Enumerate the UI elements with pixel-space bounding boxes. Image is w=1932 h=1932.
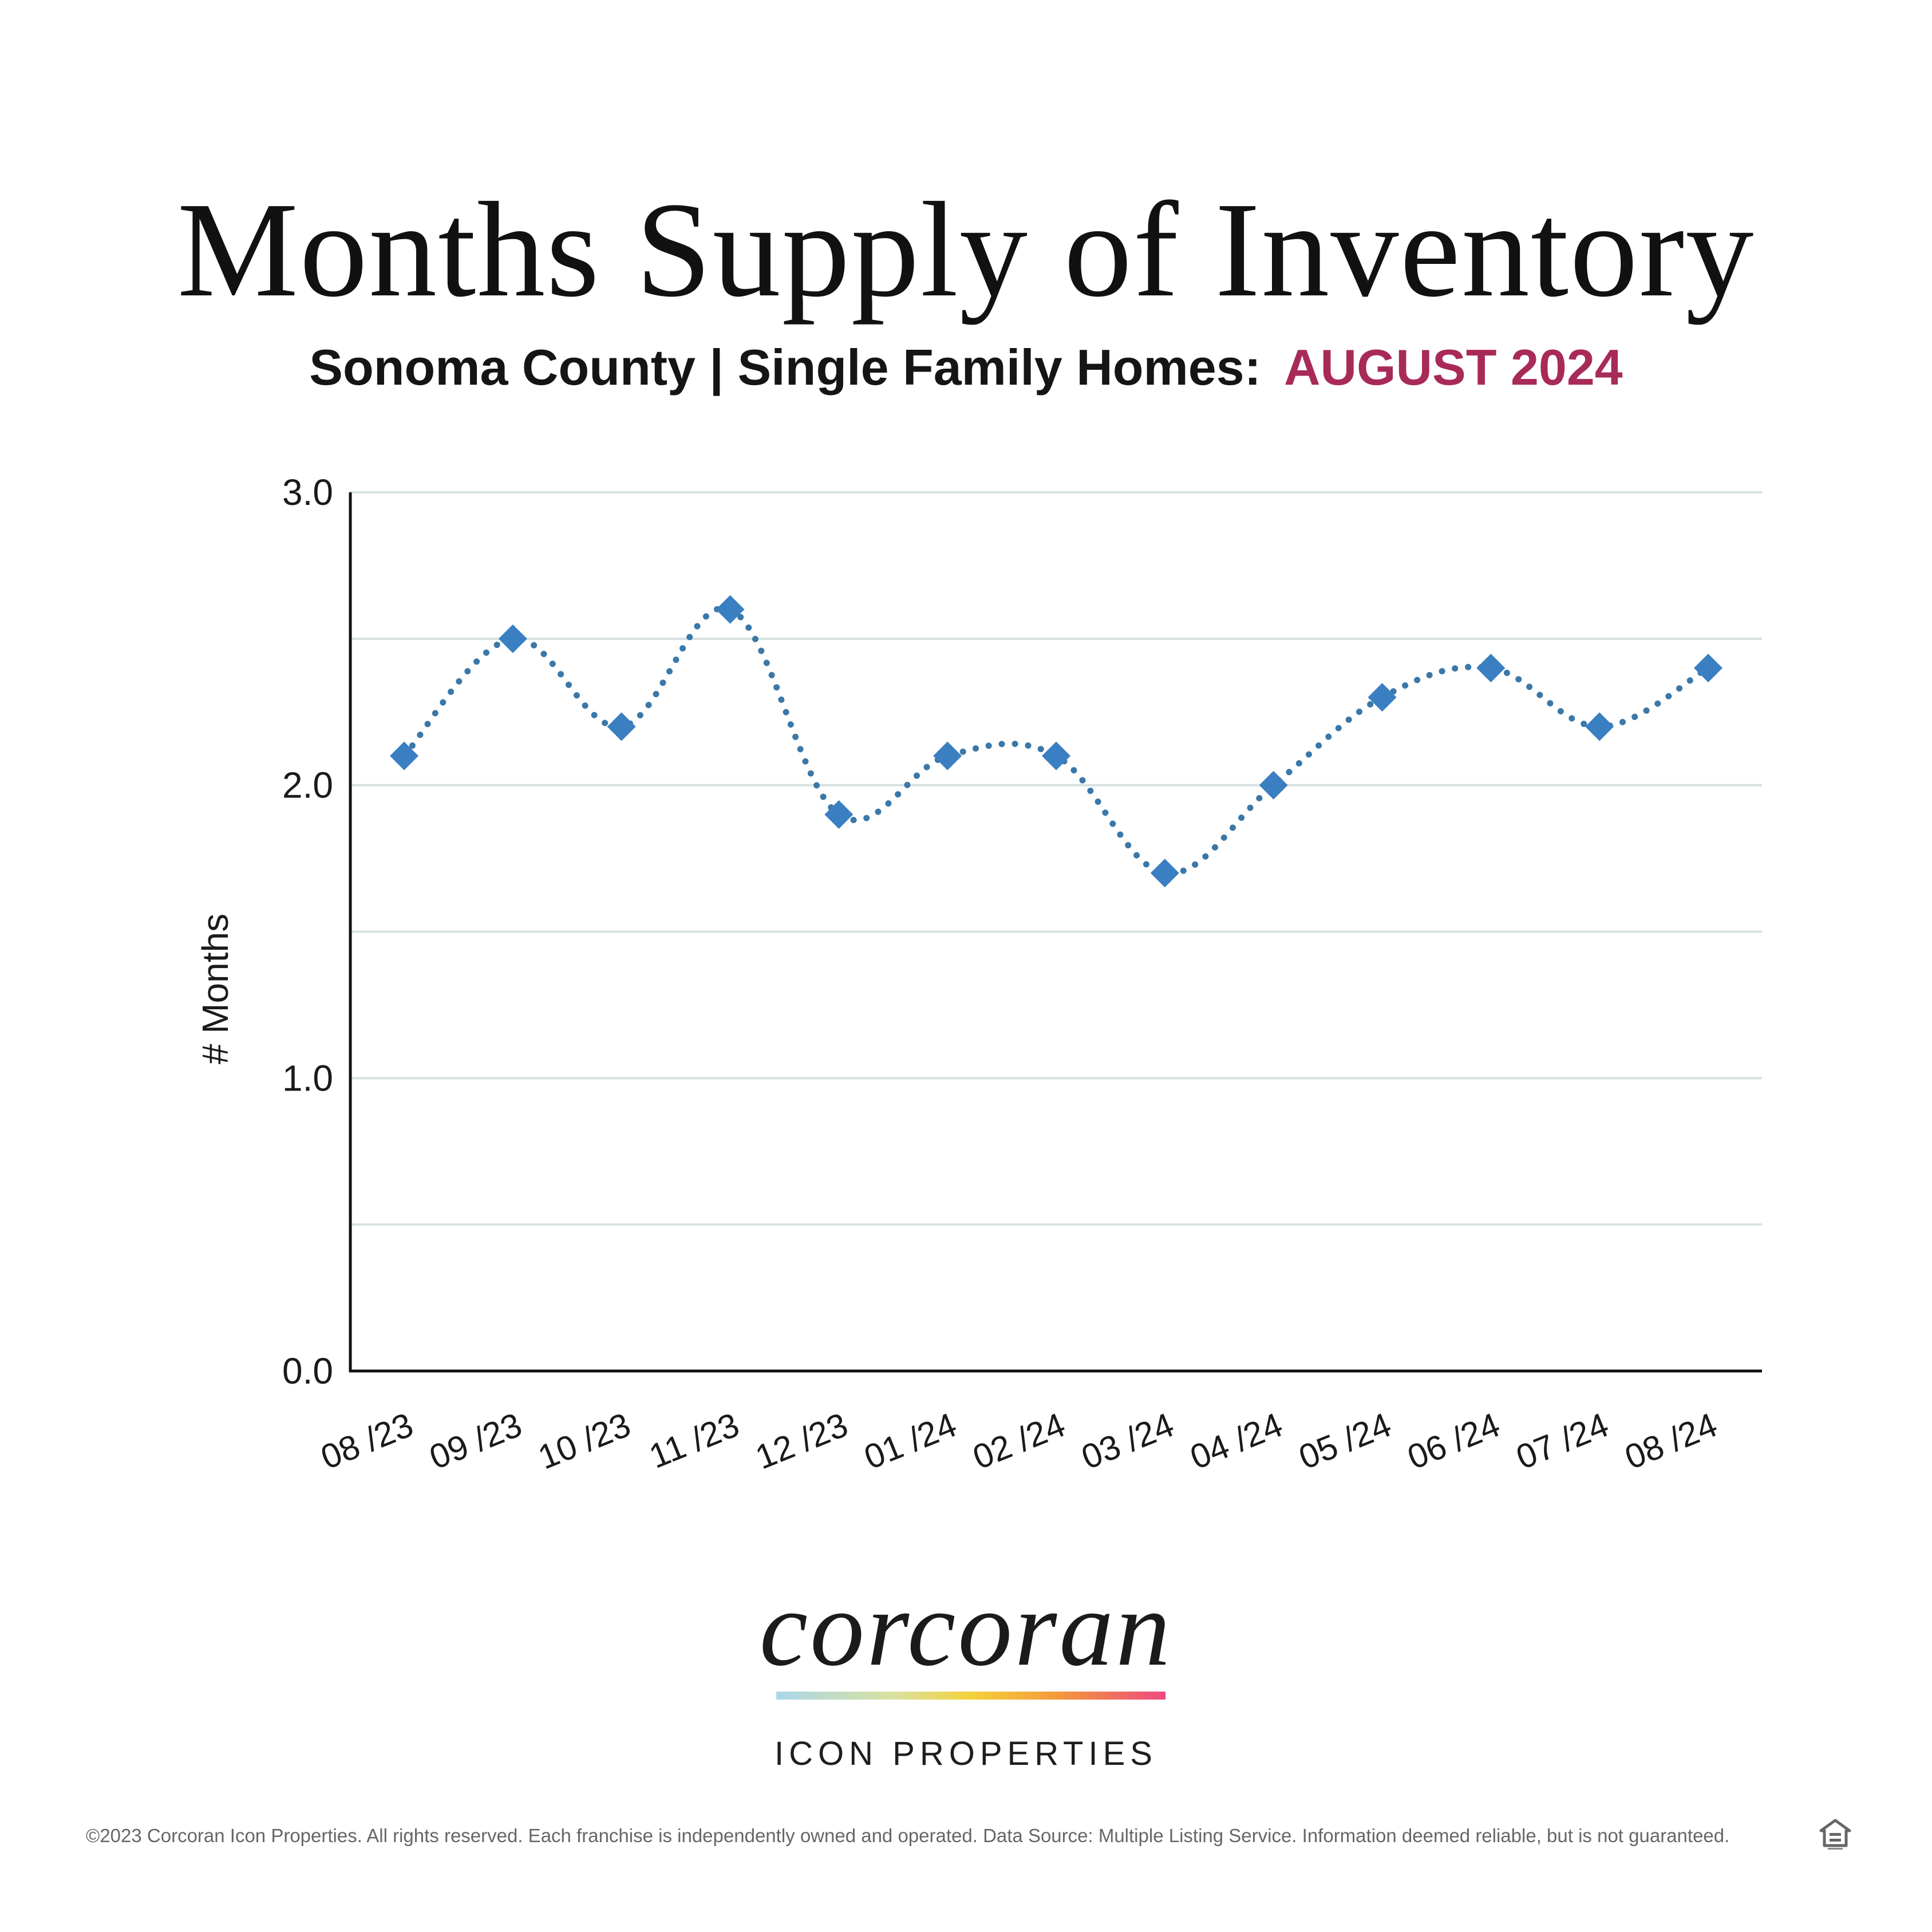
data-point — [1694, 654, 1722, 682]
x-tick-label: 08 /23 — [315, 1405, 418, 1477]
corcoran-logo: corcoran — [759, 1568, 1173, 1689]
x-tick-label: 09 /23 — [424, 1405, 527, 1477]
data-point — [933, 741, 962, 771]
chart-title: Months Supply of Inventory — [177, 175, 1755, 325]
x-tick-label: 01 /24 — [859, 1405, 962, 1477]
x-tick-label: 02 /24 — [967, 1405, 1070, 1477]
data-point — [1150, 859, 1179, 888]
x-tick-label: 11 /23 — [644, 1405, 745, 1476]
brand-subtitle: ICON PROPERTIES — [775, 1735, 1157, 1772]
series-line — [401, 605, 1712, 877]
x-tick-label: 10 /23 — [533, 1405, 636, 1477]
data-point — [498, 624, 527, 653]
y-tick-label: 2.0 — [282, 765, 333, 806]
x-tick-label: 03 /24 — [1076, 1405, 1179, 1477]
data-point — [1585, 712, 1614, 741]
x-tick-label: 08 /24 — [1619, 1405, 1722, 1477]
x-tick-label: 04 /24 — [1185, 1405, 1288, 1477]
chart-subtitle: Sonoma County | Single Family Homes: AUGU… — [0, 342, 1932, 393]
subtitle-date: AUGUST 2024 — [1283, 339, 1623, 396]
y-axis-title: # Months — [195, 914, 236, 1064]
data-markers — [390, 595, 1722, 888]
data-point — [607, 712, 636, 741]
x-tick-label: 07 /24 — [1511, 1405, 1614, 1477]
subtitle-main: Sonoma County | Single Family Homes: — [309, 339, 1261, 396]
data-point — [1259, 771, 1288, 800]
data-point — [1042, 741, 1070, 771]
y-tick-label: 1.0 — [282, 1057, 333, 1099]
x-tick-label: 06 /24 — [1402, 1405, 1505, 1477]
equal-housing-opportunity-icon — [1819, 1819, 1851, 1850]
axes — [349, 492, 1762, 1373]
series-path — [401, 605, 1712, 877]
footer-disclaimer: ©2023 Corcoran Icon Properties. All righ… — [86, 1825, 1730, 1846]
gridlines — [350, 491, 1762, 1226]
x-tick-label: 05 /24 — [1294, 1405, 1397, 1477]
data-point — [1368, 683, 1397, 712]
x-tick-label: 12 /23 — [750, 1405, 853, 1477]
data-point — [824, 800, 854, 829]
y-tick-label: 3.0 — [282, 472, 333, 513]
tick-labels: 0.0 1.0 2.0 3.0 # Months 08 /23 09 /23 10 /23 11… — [195, 472, 1722, 1477]
data-point — [390, 741, 418, 771]
brand-gradient-bar — [776, 1692, 1165, 1700]
line-chart: 0.0 1.0 2.0 3.0 # Months 08 /23 09 /23 10 /23 11… — [195, 472, 1762, 1477]
data-point — [716, 595, 745, 624]
data-point — [1476, 654, 1506, 682]
y-tick-label: 0.0 — [282, 1350, 333, 1392]
